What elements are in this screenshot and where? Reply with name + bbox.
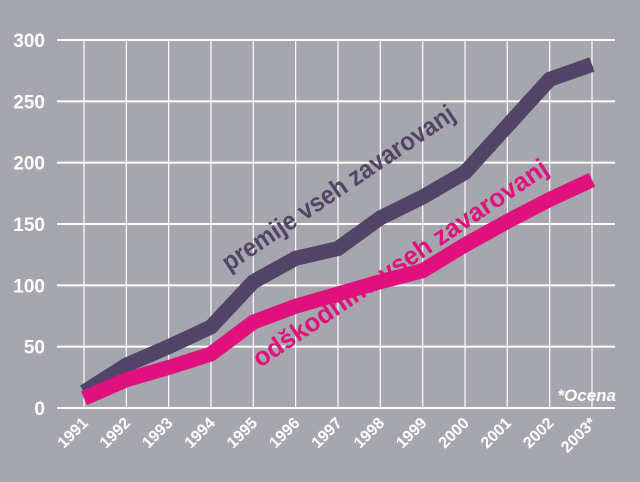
y-tick-label: 0	[34, 399, 45, 420]
y-tick-label: 50	[24, 338, 45, 359]
x-tick-label: 1992	[97, 415, 134, 452]
x-tick-label: 1995	[224, 415, 261, 452]
x-tick-label: 2002	[520, 415, 557, 452]
series-lines	[79, 57, 596, 406]
x-tick-label: 2001	[478, 415, 515, 452]
series-line-2	[81, 173, 596, 406]
y-tick-label: 250	[13, 92, 45, 113]
x-tick-label: 2000	[436, 415, 473, 452]
x-tick-label: 1999	[393, 415, 430, 452]
y-tick-label: 100	[13, 276, 45, 297]
y-tick-label: 200	[13, 154, 45, 175]
x-tick-label: 1994	[182, 415, 219, 452]
x-tick-label: 1996	[266, 415, 303, 452]
x-tick-label: 1998	[351, 415, 388, 452]
y-tick-label: 300	[13, 31, 45, 52]
estimate-note: *Ocena	[557, 386, 616, 405]
x-tick-label: 1991	[55, 415, 92, 452]
x-tick-label: 1997	[309, 415, 346, 452]
x-axis-ticks: 1991 1992 1993 1994 1995 1996 1997 1998 1999 2000…	[55, 414, 601, 456]
y-tick-label: 150	[13, 215, 45, 236]
y-axis-ticks: 0 50 100 150 200 250 300	[13, 31, 45, 420]
x-tick-label: 1993	[139, 415, 176, 452]
x-tick-label: 2003*	[558, 414, 600, 456]
series-line-1	[79, 57, 595, 399]
